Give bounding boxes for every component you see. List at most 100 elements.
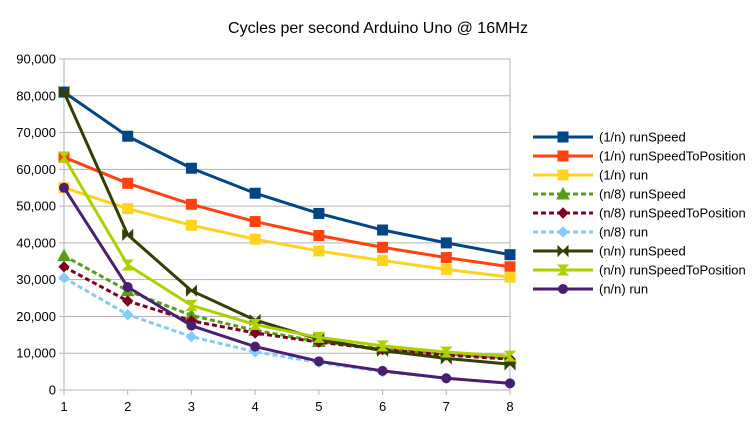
data-point xyxy=(58,261,70,273)
data-point xyxy=(57,248,71,262)
x-tick-label: 2 xyxy=(124,399,131,414)
data-point xyxy=(249,216,261,228)
data-point xyxy=(122,203,134,215)
data-point xyxy=(440,346,453,358)
legend-label: (1/n) runSpeedToPosition xyxy=(599,149,746,164)
legend-label: (1/n) runSpeed xyxy=(599,130,686,145)
data-point xyxy=(503,350,517,362)
legend-label: (n/n) runSpeedToPosition xyxy=(599,263,746,278)
series-9 xyxy=(59,182,515,389)
data-point xyxy=(186,320,197,331)
legend: (1/n) runSpeed (1/n) runSpeedToPosition (1… xyxy=(533,130,746,297)
x-tick-label: 3 xyxy=(188,399,195,414)
data-point xyxy=(313,356,324,367)
data-point xyxy=(312,331,326,343)
data-point xyxy=(313,230,325,242)
data-point xyxy=(121,259,134,271)
series-line xyxy=(63,155,511,269)
data-point xyxy=(185,284,197,297)
x-tick-label: 4 xyxy=(252,399,259,414)
legend-marker xyxy=(557,169,569,181)
legend-marker xyxy=(557,207,569,219)
legend-entry: (n/n) run xyxy=(533,282,648,297)
data-point xyxy=(185,198,197,210)
series-line xyxy=(62,186,511,385)
data-point xyxy=(376,340,389,352)
y-tick-label: 30,000 xyxy=(16,272,56,287)
legend-label: (n/8) runSpeedToPosition xyxy=(599,206,746,221)
legend-label: (n/8) run xyxy=(599,225,648,240)
data-point xyxy=(441,373,452,384)
legend-marker xyxy=(558,284,568,294)
data-point xyxy=(377,255,389,267)
y-tick-label: 80,000 xyxy=(16,88,56,103)
legend-marker xyxy=(557,244,569,258)
legend-entry: (1/n) runSpeed xyxy=(533,130,686,145)
data-point xyxy=(313,207,325,219)
data-point xyxy=(58,272,70,284)
data-point xyxy=(377,365,388,376)
y-tick-label: 60,000 xyxy=(16,162,56,177)
y-tick-label: 70,000 xyxy=(16,125,56,140)
data-point xyxy=(122,228,134,242)
y-tick-label: 0 xyxy=(49,383,56,398)
series-line xyxy=(63,265,511,361)
data-point xyxy=(185,330,198,343)
legend-entry: (n/8) run xyxy=(533,225,648,240)
data-point xyxy=(249,187,261,199)
data-point xyxy=(58,85,70,99)
legend-label: (n/8) runSpeed xyxy=(599,187,686,202)
legend-entry: (n/8) runSpeed xyxy=(533,187,686,202)
data-point xyxy=(504,358,516,371)
data-point xyxy=(185,219,197,231)
x-tick-label: 8 xyxy=(506,399,513,414)
legend-entry: (n/n) runSpeedToPosition xyxy=(533,263,746,278)
legend-marker xyxy=(556,264,570,276)
y-tick-label: 20,000 xyxy=(16,309,56,324)
data-point xyxy=(249,327,261,339)
data-point xyxy=(185,299,198,311)
data-point xyxy=(250,341,261,352)
data-point xyxy=(377,241,389,253)
x-tick-label: 7 xyxy=(443,399,450,414)
data-point xyxy=(59,182,69,193)
legend-marker xyxy=(557,131,569,143)
data-point xyxy=(440,252,452,264)
legend-label: (n/n) runSpeed xyxy=(599,244,686,259)
data-point xyxy=(122,282,133,293)
x-tick-label: 6 xyxy=(379,399,386,414)
data-point xyxy=(249,233,261,245)
data-point xyxy=(377,224,389,236)
data-point xyxy=(248,319,262,331)
legend-entry: (n/8) runSpeedToPosition xyxy=(533,206,746,221)
data-point xyxy=(504,249,516,261)
data-point xyxy=(122,308,134,321)
series-line xyxy=(63,186,511,279)
y-tick-label: 50,000 xyxy=(16,199,56,214)
x-tick-label: 5 xyxy=(315,399,322,414)
data-point xyxy=(505,378,515,389)
legend-marker xyxy=(557,226,569,238)
data-point xyxy=(122,130,134,142)
data-point xyxy=(122,177,134,189)
series-line xyxy=(63,90,511,257)
data-point xyxy=(122,295,134,307)
chart-title: Cycles per second Arduino Uno @ 16MHz xyxy=(228,20,528,37)
data-point xyxy=(504,261,516,273)
series-line xyxy=(62,156,511,358)
x-tick-label: 1 xyxy=(60,399,67,414)
data-point xyxy=(57,151,71,163)
data-point xyxy=(440,263,452,275)
legend-marker xyxy=(556,186,570,200)
series-8 xyxy=(57,151,517,362)
legend-label: (1/n) run xyxy=(599,168,648,183)
legend-marker xyxy=(557,150,569,162)
legend-entry: (1/n) run xyxy=(533,168,648,183)
y-tick-label: 10,000 xyxy=(16,346,56,361)
legend-label: (n/n) run xyxy=(599,282,648,297)
data-point xyxy=(313,245,325,257)
data-series xyxy=(57,85,517,390)
legend-entry: (n/n) runSpeed xyxy=(533,244,686,259)
